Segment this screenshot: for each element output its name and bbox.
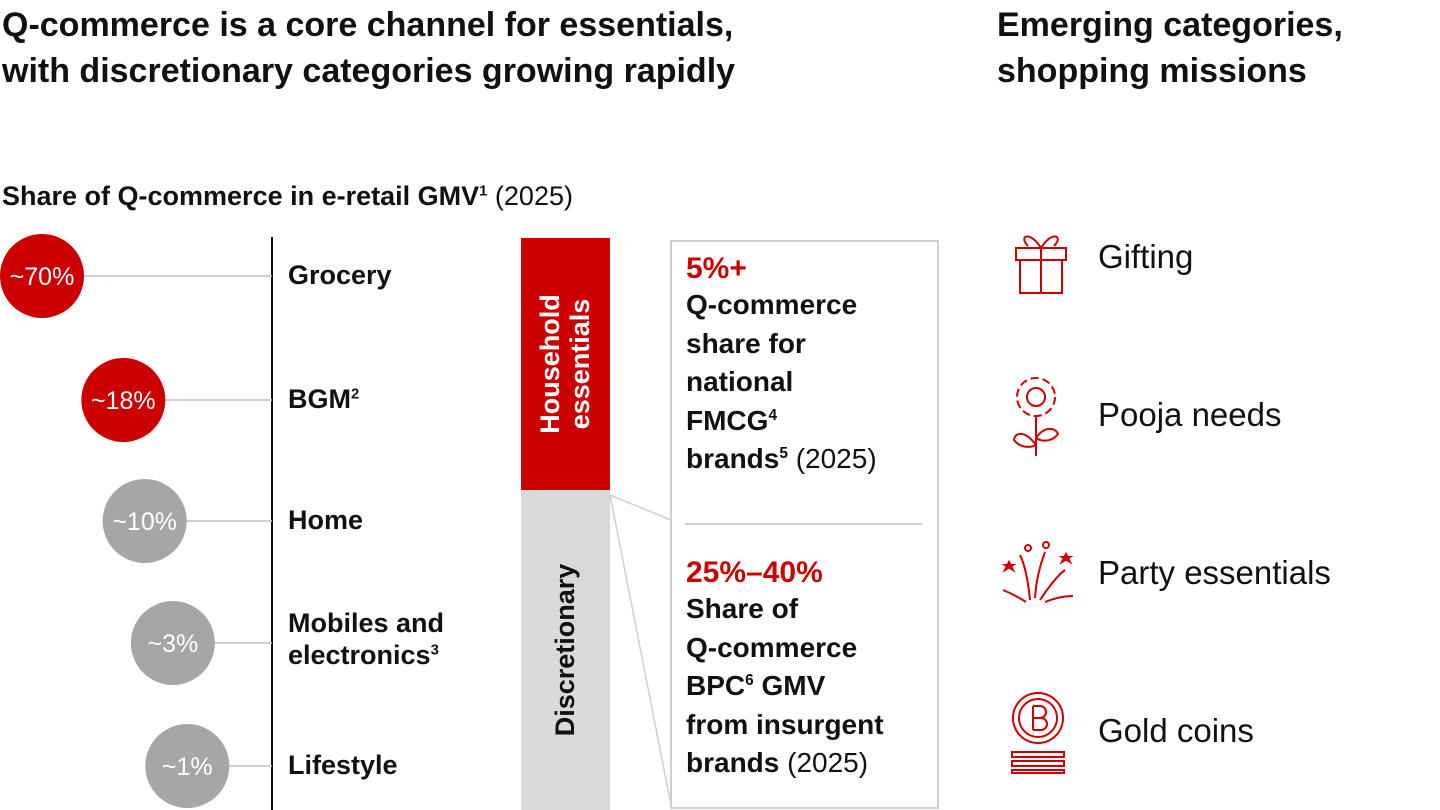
- chart-subtitle: (2025): [494, 181, 573, 211]
- callout-line: national: [686, 366, 794, 398]
- icon-coins: [1011, 692, 1065, 774]
- footnote: 1: [479, 183, 488, 200]
- callout-text: (2025): [787, 443, 877, 475]
- category-text: Mobiles and electronics: [288, 608, 445, 670]
- value-label: ~10%: [112, 508, 177, 536]
- value-label: ~70%: [10, 263, 75, 291]
- mission-label: Gifting: [1098, 238, 1194, 275]
- callout-box: [670, 240, 939, 809]
- group-bar: [521, 238, 610, 490]
- bubble: [145, 724, 230, 808]
- callout-line: share for: [686, 327, 806, 359]
- value-label: ~1%: [162, 753, 213, 781]
- callout-line: FMCG4: [686, 402, 877, 441]
- callout-text: brands: [686, 747, 780, 779]
- title-line: Emerging categories,: [997, 6, 1343, 44]
- footnote: 2: [351, 386, 360, 403]
- footnote: 6: [745, 672, 754, 690]
- callout-line: Q-commerce: [686, 631, 858, 663]
- bubble: [81, 358, 166, 442]
- title-line: shopping missions: [997, 52, 1307, 90]
- value-label: ~18%: [91, 387, 156, 415]
- callout-line: brands5 (2025): [686, 440, 877, 479]
- connector: [609, 494, 672, 521]
- callout-text: (2025): [779, 747, 869, 779]
- bubble: [0, 234, 84, 318]
- title-right: Emerging categories, shopping missions: [997, 2, 1343, 94]
- callout-line: Q-commerce: [686, 289, 858, 320]
- callout-line: Share of: [686, 593, 799, 624]
- icon-flower: [1012, 377, 1060, 456]
- value-label: ~3%: [147, 630, 198, 658]
- category-text: Lifestyle: [288, 750, 398, 780]
- chart-title-text: Share of Q-commerce in e-retail GMV: [2, 181, 480, 211]
- chart-title: Share of Q-commerce in e-retail GMV1 (20…: [2, 181, 573, 212]
- group-label: Householdessentials: [535, 294, 595, 434]
- callout-text: BPC: [686, 670, 746, 702]
- callout-value: 25%–40%: [686, 556, 823, 589]
- callout-value: 5%+: [686, 252, 747, 285]
- category-label: Mobiles and electronics3: [288, 607, 498, 671]
- callout-text: brands: [686, 443, 780, 475]
- category-label: Lifestyle: [288, 749, 498, 781]
- callout: 5%+ Q-commerce share for national FMCG4 brand…: [686, 252, 877, 479]
- icon-party: [1001, 541, 1074, 603]
- category-label: BGM2: [288, 383, 498, 415]
- mission-label: Party essentials: [1098, 554, 1331, 591]
- callout-text: FMCG: [686, 404, 769, 436]
- callout-line: BPC6 GMV: [686, 667, 884, 706]
- category-text: Home: [288, 505, 364, 535]
- category-label: Grocery: [288, 259, 498, 291]
- callout-line: brands (2025): [686, 744, 884, 783]
- footnote: 3: [430, 642, 439, 659]
- footnote: 5: [779, 445, 788, 463]
- group-bar: [521, 490, 610, 810]
- footnote: 4: [768, 406, 777, 424]
- callout-line: from insurgent: [686, 708, 884, 740]
- title-line: Q-commerce is a core channel for essenti…: [2, 6, 734, 44]
- category-text: Grocery: [288, 260, 392, 290]
- callout-text: GMV: [753, 670, 826, 702]
- group-label: Discretionary: [550, 564, 580, 737]
- callout: 25%–40% Share of Q-commerce BPC6 GMV from in…: [686, 556, 884, 783]
- category-text: BGM: [288, 384, 351, 414]
- connector: [609, 494, 672, 806]
- title-left: Q-commerce is a core channel for essenti…: [2, 2, 735, 94]
- icon-gift: [1015, 235, 1067, 294]
- mission-label: Pooja needs: [1098, 396, 1282, 433]
- bubble: [130, 601, 215, 685]
- category-label: Home: [288, 504, 498, 536]
- bubble: [102, 479, 187, 563]
- mission-label: Gold coins: [1098, 712, 1254, 749]
- title-line: with discretionary categories growing ra…: [2, 52, 736, 90]
